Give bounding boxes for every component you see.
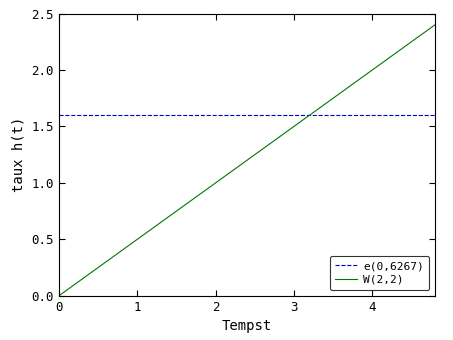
W(2,2) xyxy=(208,184,214,188)
Line: W(2,2): W(2,2) xyxy=(59,25,435,296)
e(0,6267) xyxy=(314,113,320,117)
W(2,2) xyxy=(349,83,355,87)
W(2,2) xyxy=(222,174,227,179)
e(0,6267) xyxy=(95,113,100,117)
e(0,6267) xyxy=(356,113,361,117)
e(0,6267) xyxy=(56,113,62,117)
W(2,2) xyxy=(95,266,100,270)
W(2,2) xyxy=(432,23,438,27)
W(2,2) xyxy=(314,108,320,112)
e(0,6267) xyxy=(432,113,438,117)
W(2,2) xyxy=(356,78,361,82)
X-axis label: Tempst: Tempst xyxy=(222,319,272,333)
e(0,6267) xyxy=(208,113,214,117)
Legend: e(0,6267), W(2,2): e(0,6267), W(2,2) xyxy=(330,256,429,290)
Y-axis label: taux h(t): taux h(t) xyxy=(12,117,26,192)
e(0,6267) xyxy=(349,113,355,117)
e(0,6267) xyxy=(222,113,227,117)
W(2,2) xyxy=(56,294,62,298)
